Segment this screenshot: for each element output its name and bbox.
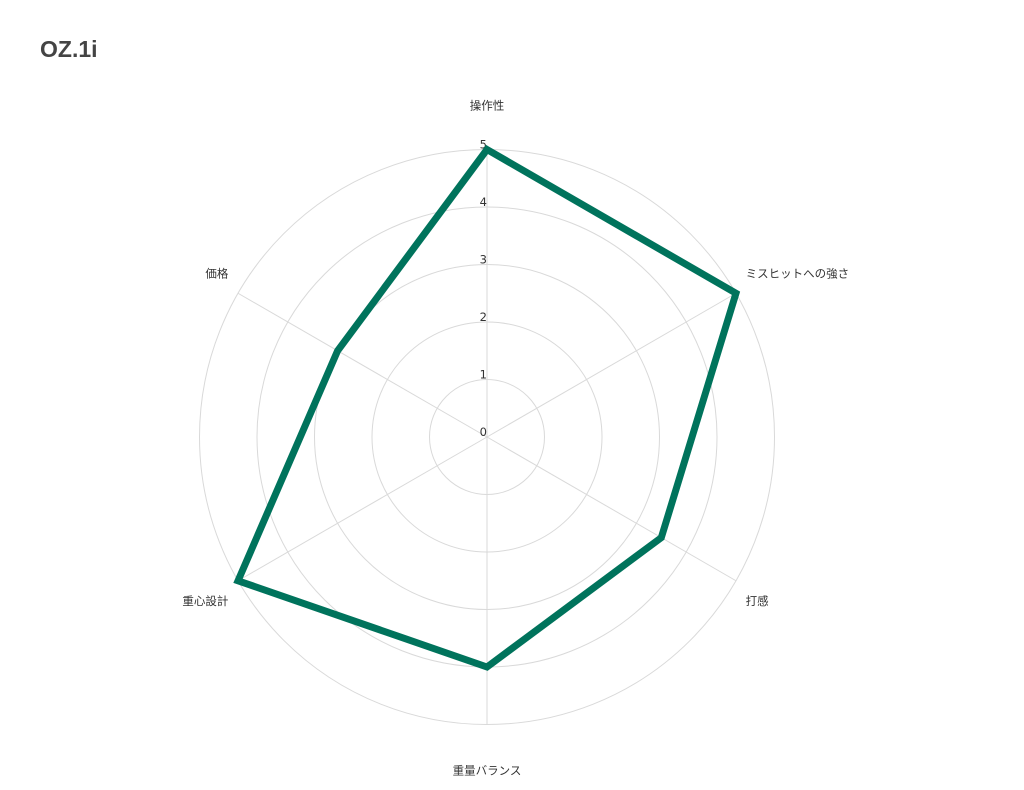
- axis-label: 重量バランス: [453, 764, 522, 778]
- grid-spoke: [237, 436, 488, 582]
- axis-label: 打感: [746, 594, 769, 608]
- tick-label: 0: [480, 425, 487, 439]
- tick-label: 5: [480, 138, 487, 152]
- grid-spoke: [237, 292, 488, 438]
- grid-spoke: [486, 292, 737, 438]
- tick-label: 2: [480, 310, 487, 324]
- tick-label: 4: [480, 195, 487, 209]
- axis-label: 操作性: [470, 99, 505, 113]
- tick-label: 1: [480, 368, 487, 382]
- axis-label: ミスヒットへの強さ: [746, 266, 850, 280]
- grid-spoke: [486, 436, 737, 582]
- axis-label: 重心設計: [182, 594, 228, 608]
- tick-label: 3: [480, 253, 487, 267]
- chart-title: OZ.1i: [40, 36, 98, 62]
- axis-label: 価格: [205, 266, 228, 280]
